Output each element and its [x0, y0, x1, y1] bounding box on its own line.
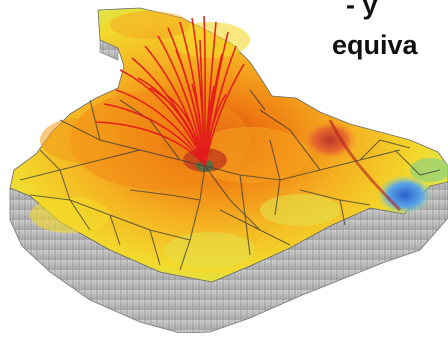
caption-line-2: equiva [332, 30, 418, 60]
caption-text: - y equiva [332, 0, 448, 66]
road-network [19, 89, 441, 271]
terrain-top-surface [9, 7, 448, 283]
caption-line-1: - y [346, 0, 378, 20]
origin-ray-bundle [95, 15, 245, 167]
